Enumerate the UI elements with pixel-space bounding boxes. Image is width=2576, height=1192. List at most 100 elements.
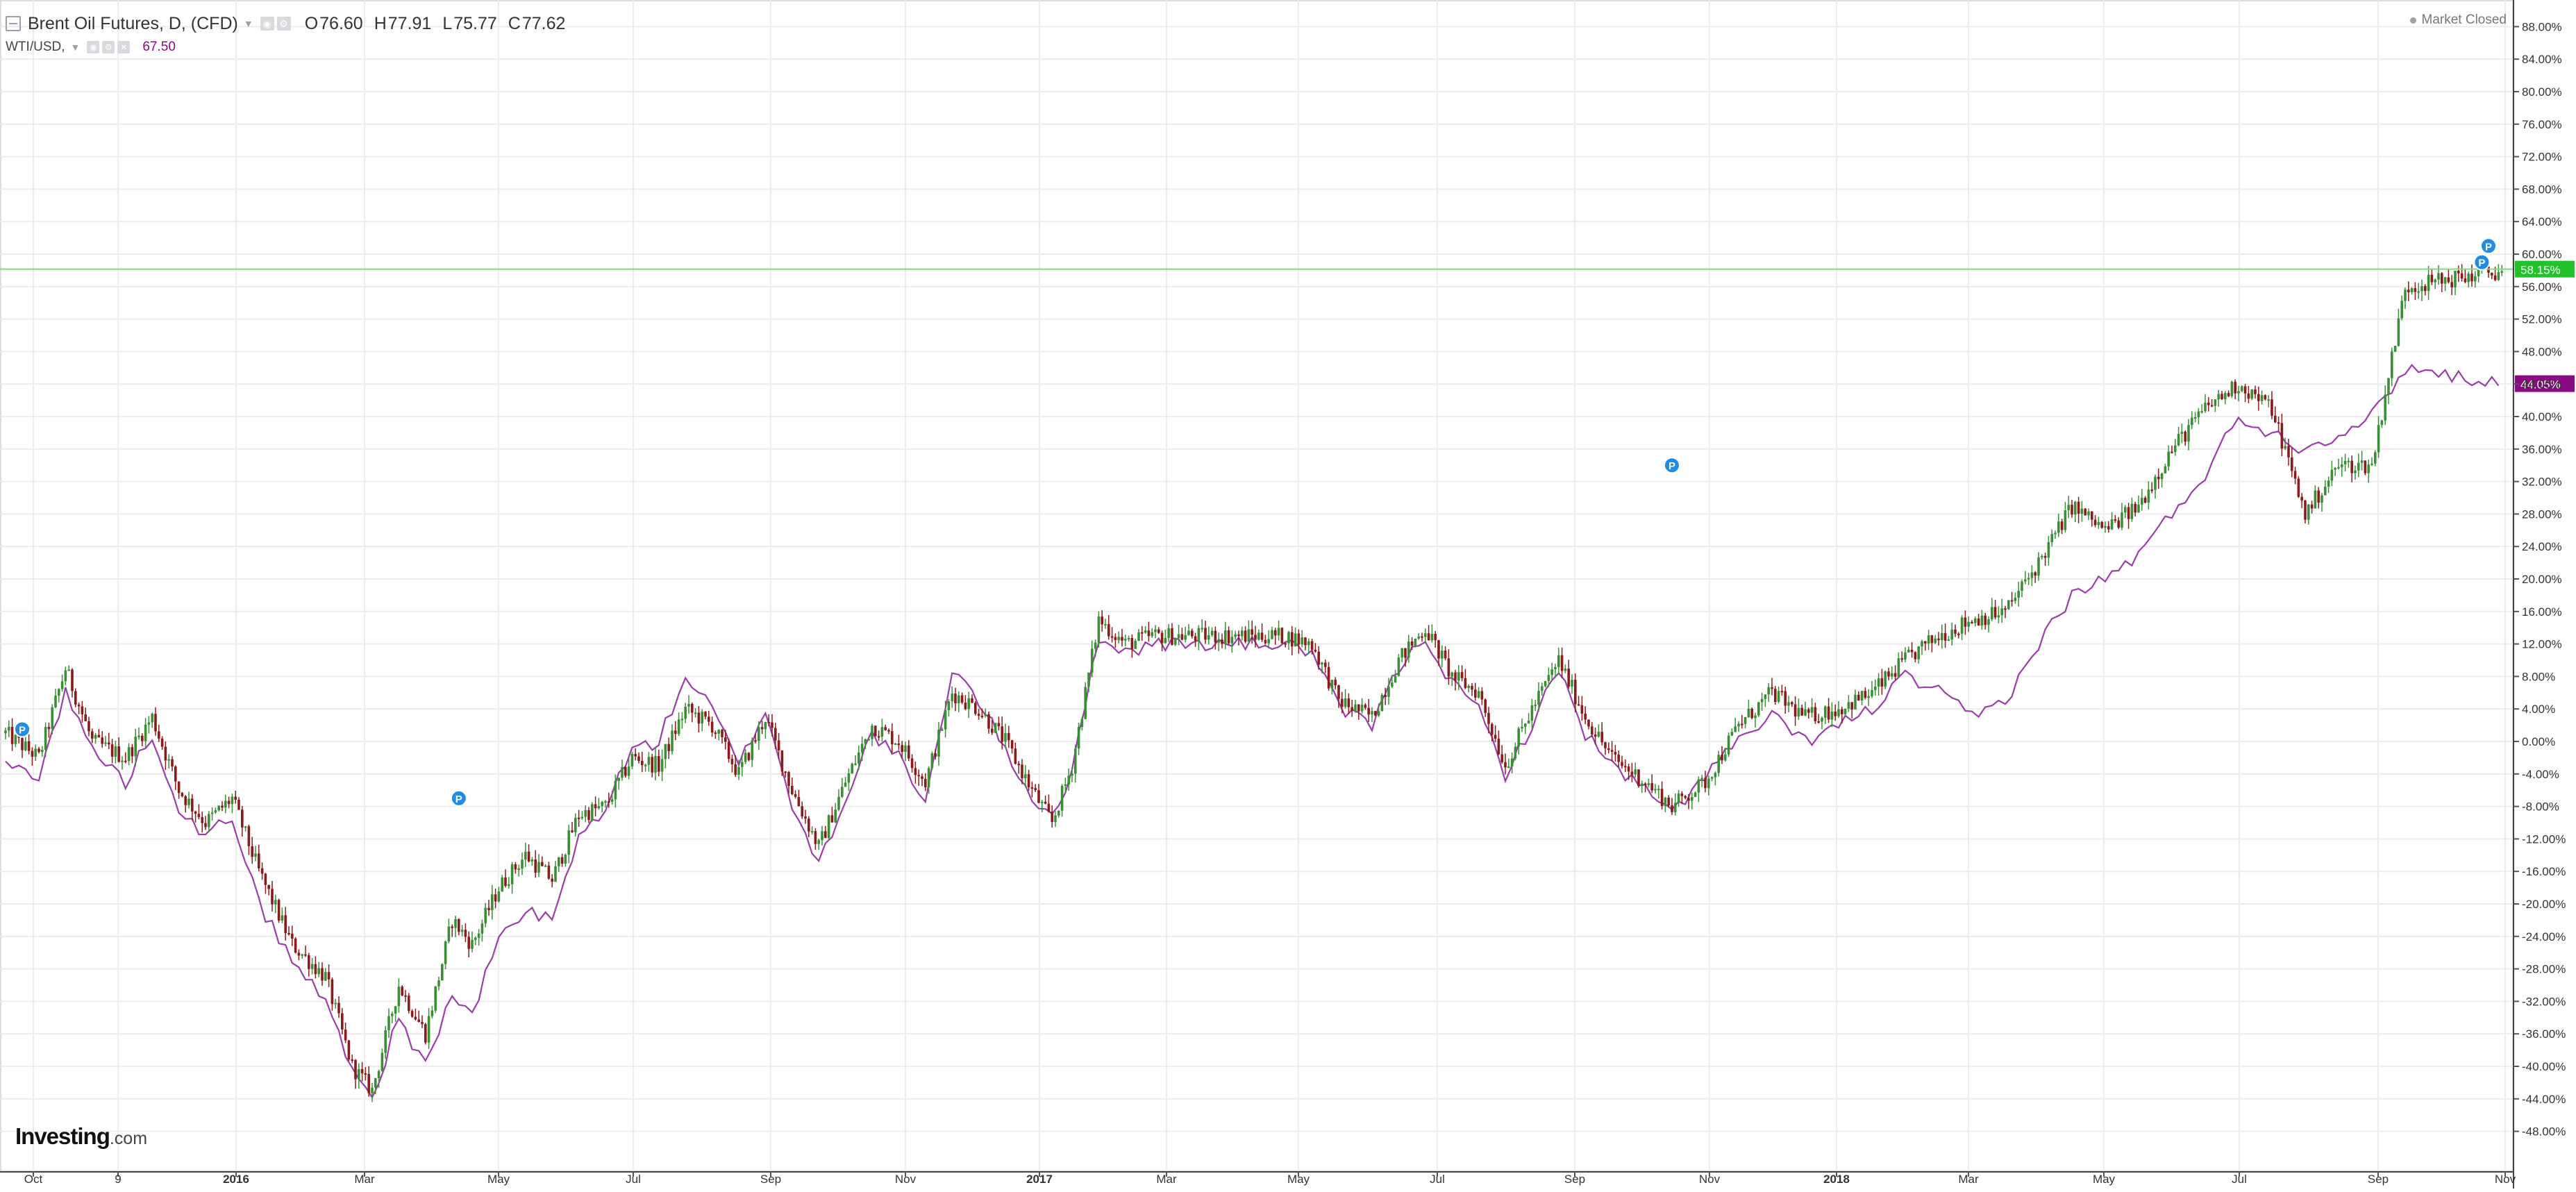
candle-body xyxy=(2227,393,2230,396)
candle-body xyxy=(358,1068,360,1080)
candle-body xyxy=(874,725,877,737)
ohlc-close-key: C xyxy=(508,13,521,33)
candle-body xyxy=(2434,279,2436,283)
candle-body xyxy=(2021,581,2023,591)
candle-body xyxy=(2367,464,2370,473)
candle-body xyxy=(1221,639,1223,644)
candle-body xyxy=(247,826,251,846)
chevron-down-icon[interactable]: ▼ xyxy=(70,42,81,53)
candle-body xyxy=(167,759,170,761)
candle-body xyxy=(574,817,577,832)
candle-body xyxy=(1164,637,1167,644)
candle-body xyxy=(2150,489,2153,492)
collapse-legend-icon[interactable] xyxy=(6,16,21,31)
candle-body xyxy=(1984,615,1987,626)
settings-icon[interactable]: ⚙ xyxy=(102,41,115,53)
candle-body xyxy=(1884,671,1887,687)
chevron-down-icon[interactable]: ▼ xyxy=(243,18,253,29)
candle-body xyxy=(1051,812,1053,823)
candle-body xyxy=(1400,648,1403,658)
compare-value: 67.50 xyxy=(142,40,176,54)
ohlc-high-value: 77.91 xyxy=(387,13,432,33)
candle-body xyxy=(997,723,1001,727)
value-badge xyxy=(2515,375,2575,392)
candle-body xyxy=(974,703,977,714)
candle-body xyxy=(127,747,131,762)
candle-body xyxy=(2071,505,2073,515)
eye-icon[interactable]: ◉ xyxy=(260,17,274,31)
candle-body xyxy=(2164,466,2167,473)
candle-body xyxy=(427,1016,430,1043)
candle-body xyxy=(764,722,767,730)
candle-body xyxy=(617,778,620,781)
candle-body xyxy=(1577,704,1580,706)
candle-body xyxy=(237,799,240,810)
candle-body xyxy=(274,900,277,905)
candle-body xyxy=(1921,641,1923,647)
candle-body xyxy=(1374,711,1377,716)
candle-body xyxy=(151,714,153,723)
candle-body xyxy=(337,1002,340,1014)
candle-body xyxy=(1071,773,1073,776)
market-status: Market Closed xyxy=(2409,12,2507,28)
settings-icon[interactable]: ⚙ xyxy=(276,17,291,31)
candle-body xyxy=(1087,672,1090,687)
candle-body xyxy=(101,737,103,744)
y-tick-label: -40.00% xyxy=(2522,1060,2566,1073)
candle-body xyxy=(2427,274,2430,292)
candle-body xyxy=(1837,709,1840,716)
candle-body xyxy=(527,851,530,862)
close-icon[interactable]: ✕ xyxy=(117,41,131,53)
candle-body xyxy=(1937,638,1940,641)
candle-body xyxy=(584,809,587,817)
candle-body xyxy=(1034,788,1037,791)
candle-body xyxy=(1730,732,1734,736)
candle-body xyxy=(2407,289,2410,293)
candle-body xyxy=(1787,702,1790,706)
candle-body xyxy=(384,1030,387,1053)
y-tick-label: -28.00% xyxy=(2522,963,2566,976)
candle-body xyxy=(244,826,247,828)
candle-body xyxy=(1404,648,1407,658)
candle-body xyxy=(751,740,753,760)
candle-body xyxy=(271,889,274,905)
candle-body xyxy=(164,746,167,761)
candle-body xyxy=(1477,691,1480,698)
candle-body xyxy=(904,745,907,753)
candle-body xyxy=(921,776,923,779)
y-tick-label: 52.00% xyxy=(2522,313,2562,326)
ohlc-low-value: 75.77 xyxy=(453,13,497,33)
candle-body xyxy=(31,750,34,757)
candle-body xyxy=(1691,797,1693,801)
symbol-title[interactable]: Brent Oil Futures, D, (CFD) xyxy=(28,13,238,33)
eye-icon[interactable]: ◉ xyxy=(87,41,100,53)
candle-body xyxy=(837,796,840,810)
candle-body xyxy=(960,695,964,703)
candle-body xyxy=(227,800,231,805)
candle-body xyxy=(2420,286,2423,292)
compare-symbol[interactable]: WTI/USD, xyxy=(6,40,65,54)
candle-body xyxy=(1427,633,1430,641)
candle-body xyxy=(201,817,203,823)
candle-body xyxy=(1774,689,1777,703)
candle-body xyxy=(2050,534,2053,542)
candle-body xyxy=(894,743,897,745)
candle-body xyxy=(2143,498,2147,503)
candle-body xyxy=(1057,810,1060,816)
candle-body xyxy=(2241,386,2243,392)
candle-body xyxy=(2443,277,2447,284)
candle-body xyxy=(1464,678,1467,689)
candle-body xyxy=(1380,694,1384,712)
candle-body xyxy=(2067,505,2070,511)
candle-body xyxy=(1587,719,1590,727)
candle-body xyxy=(2214,399,2217,406)
candle-body xyxy=(2134,503,2136,513)
candle-body xyxy=(1954,629,1957,634)
candle-body xyxy=(1151,632,1153,637)
candle-body xyxy=(2200,411,2203,413)
candle-body xyxy=(2497,272,2500,280)
candle-body xyxy=(2310,504,2314,509)
investing-logo[interactable]: Investing.com xyxy=(15,1125,147,1148)
y-tick-label: -8.00% xyxy=(2522,800,2559,814)
